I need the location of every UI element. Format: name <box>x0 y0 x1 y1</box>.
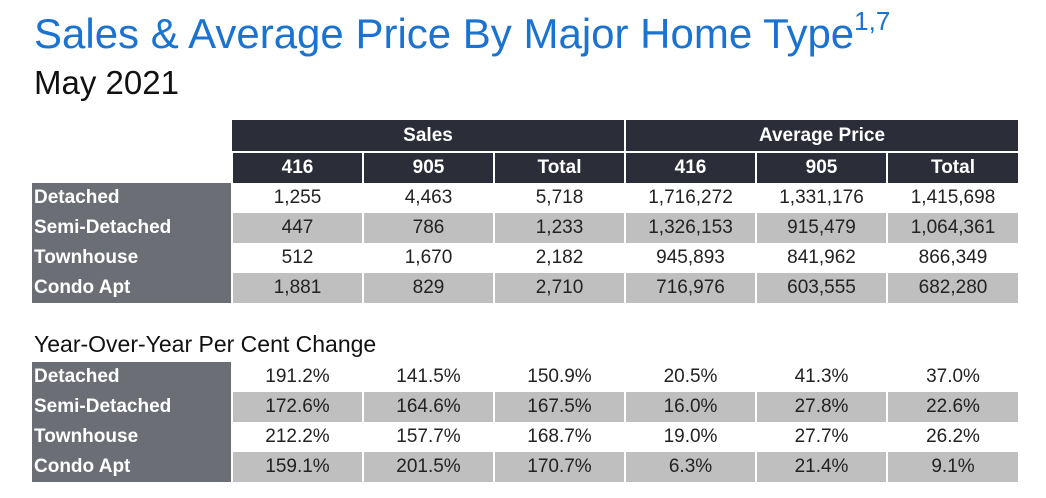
row-label: Semi-Detached <box>32 392 232 422</box>
table-cell: 682,280 <box>886 273 1018 303</box>
column-header: 905 <box>755 151 887 183</box>
table-cell: 866,349 <box>886 243 1018 273</box>
page-subtitle: May 2021 <box>34 64 179 101</box>
table-cell: 212.2% <box>231 422 363 452</box>
table-cell: 141.5% <box>362 362 494 392</box>
table-cell: 1,716,272 <box>624 183 756 213</box>
table-cell: 16.0% <box>624 392 756 422</box>
table-cell: 41.3% <box>755 362 887 392</box>
table-cell: 5,718 <box>493 183 625 213</box>
row-label: Townhouse <box>32 422 232 452</box>
group-header-sales: Sales <box>232 120 625 152</box>
table-cell: 2,710 <box>493 273 625 303</box>
page-title: Sales & Average Price By Major Home Type… <box>34 6 890 58</box>
table-cell: 1,233 <box>493 213 625 243</box>
sales-price-table: Sales Average Price 416 905 Total 416 90… <box>32 120 1018 303</box>
table-row: Townhouse 512 1,670 2,182 945,893 841,962 866,… <box>32 243 1018 273</box>
table-cell: 22.6% <box>886 392 1018 422</box>
yoy-change-table: Detached 191.2% 141.5% 150.9% 20.5% 41.3% 37.0… <box>32 362 1018 482</box>
table-cell: 27.8% <box>755 392 887 422</box>
table-cell: 19.0% <box>624 422 756 452</box>
table-cell: 841,962 <box>755 243 887 273</box>
table-cell: 20.5% <box>624 362 756 392</box>
table-cell: 1,326,153 <box>624 213 756 243</box>
header-corner <box>32 120 232 152</box>
table-cell: 170.7% <box>493 452 625 482</box>
table-cell: 157.7% <box>362 422 494 452</box>
table-cell: 9.1% <box>886 452 1018 482</box>
table-cell: 21.4% <box>755 452 887 482</box>
table-cell: 4,463 <box>362 183 494 213</box>
table-cell: 37.0% <box>886 362 1018 392</box>
table-cell: 6.3% <box>624 452 756 482</box>
table-cell: 167.5% <box>493 392 625 422</box>
table-cell: 150.9% <box>493 362 625 392</box>
table-cell: 26.2% <box>886 422 1018 452</box>
column-header: 905 <box>362 151 494 183</box>
group-header-average-price: Average Price <box>624 120 1018 152</box>
table-cell: 191.2% <box>231 362 363 392</box>
column-header: 416 <box>624 151 756 183</box>
table-cell: 786 <box>362 213 494 243</box>
row-label: Semi-Detached <box>32 213 232 243</box>
row-label: Townhouse <box>32 243 232 273</box>
table-cell: 201.5% <box>362 452 494 482</box>
table-cell: 164.6% <box>362 392 494 422</box>
table-cell: 716,976 <box>624 273 756 303</box>
column-header: 416 <box>231 151 363 183</box>
table-cell: 159.1% <box>231 452 363 482</box>
table-row: Semi-Detached 172.6% 164.6% 167.5% 16.0% 27.8… <box>32 392 1018 422</box>
table-row: Detached 191.2% 141.5% 150.9% 20.5% 41.3% 37.0… <box>32 362 1018 392</box>
table-cell: 603,555 <box>755 273 887 303</box>
table-cell: 2,182 <box>493 243 625 273</box>
table-cell: 1,415,698 <box>886 183 1018 213</box>
table-cell: 1,881 <box>231 273 363 303</box>
table-cell: 1,331,176 <box>755 183 887 213</box>
table-cell: 1,670 <box>362 243 494 273</box>
title-text: Sales & Average Price By Major Home Type <box>34 10 855 57</box>
header-corner <box>32 152 232 183</box>
table-cell: 1,255 <box>231 183 363 213</box>
table-cell: 945,893 <box>624 243 756 273</box>
table-cell: 829 <box>362 273 494 303</box>
table-cell: 447 <box>231 213 363 243</box>
table-row: Detached 1,255 4,463 5,718 1,716,272 1,331,17… <box>32 183 1018 213</box>
yoy-section-title: Year-Over-Year Per Cent Change <box>34 331 377 357</box>
row-label: Condo Apt <box>32 452 232 482</box>
title-footnote: 1,7 <box>854 6 891 36</box>
column-header: Total <box>886 151 1018 183</box>
table-row: Semi-Detached 447 786 1,233 1,326,153 915,479… <box>32 213 1018 243</box>
column-header: Total <box>493 151 625 183</box>
table-cell: 512 <box>231 243 363 273</box>
row-label: Detached <box>32 362 232 392</box>
table-row: Townhouse 212.2% 157.7% 168.7% 19.0% 27.7% 26.… <box>32 422 1018 452</box>
row-label: Condo Apt <box>32 273 232 303</box>
table-cell: 168.7% <box>493 422 625 452</box>
table-cell: 915,479 <box>755 213 887 243</box>
table-cell: 172.6% <box>231 392 363 422</box>
table-cell: 27.7% <box>755 422 887 452</box>
table-row: Condo Apt 159.1% 201.5% 170.7% 6.3% 21.4% 9.1% <box>32 452 1018 482</box>
table-row: Condo Apt 1,881 829 2,710 716,976 603,555 682,… <box>32 273 1018 303</box>
table-cell: 1,064,361 <box>886 213 1018 243</box>
row-label: Detached <box>32 183 232 213</box>
